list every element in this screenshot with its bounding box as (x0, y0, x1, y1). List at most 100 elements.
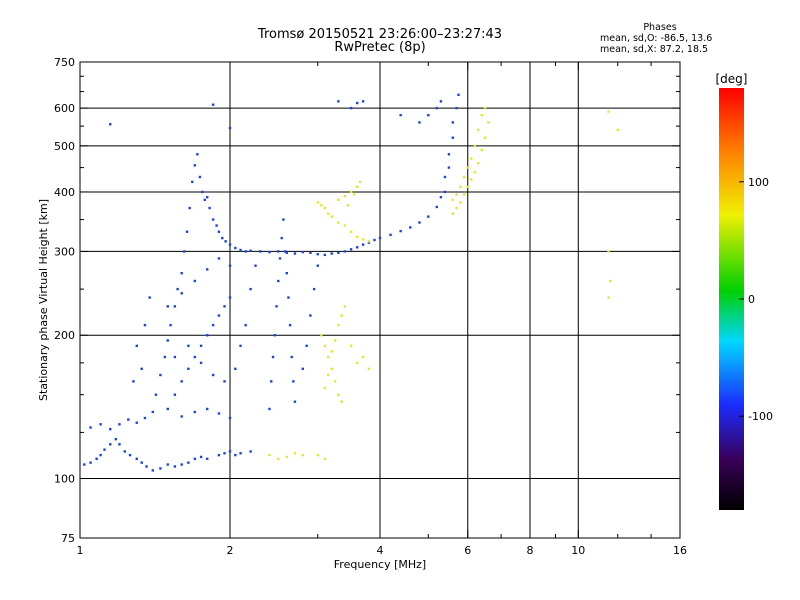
data-point (477, 161, 480, 165)
data-point (135, 457, 138, 461)
data-point (127, 418, 130, 421)
data-point (293, 400, 297, 403)
y-tick-label: 500 (54, 140, 75, 153)
data-point (462, 193, 466, 196)
data-point (349, 106, 353, 110)
data-point (330, 215, 333, 218)
chart-title: Tromsø 20150521 23:26:00–23:27:43 (257, 27, 503, 42)
data-point (473, 144, 477, 148)
data-point (180, 463, 183, 466)
data-point (282, 218, 285, 221)
data-point (616, 128, 619, 132)
data-point (187, 367, 190, 371)
data-point (211, 323, 215, 327)
data-point (290, 355, 293, 359)
data-point (361, 243, 365, 246)
data-point (301, 250, 305, 254)
data-point (143, 416, 147, 420)
phase-stats-title: Phases (643, 22, 677, 33)
data-point (466, 166, 469, 169)
data-point (140, 367, 143, 371)
chart-subtitle: RwPretec (8p) (334, 40, 426, 55)
data-point (173, 465, 177, 468)
data-point (228, 450, 232, 453)
x-tick-label: 8 (527, 544, 534, 557)
data-point (457, 93, 460, 96)
data-point (470, 157, 473, 160)
data-point (361, 100, 365, 103)
data-point (323, 457, 327, 461)
data-point (223, 452, 226, 455)
data-point (217, 230, 221, 233)
data-point (211, 373, 215, 377)
data-point (301, 453, 305, 457)
data-point (188, 206, 191, 210)
x-tick-label: 6 (464, 544, 471, 557)
data-point (288, 323, 292, 327)
data-point (224, 240, 227, 243)
data-point (455, 106, 458, 110)
data-point (228, 126, 232, 130)
data-point (205, 268, 209, 271)
data-point (173, 305, 177, 308)
data-point (277, 279, 280, 283)
data-point (169, 323, 172, 327)
data-point (143, 323, 147, 327)
data-point (123, 450, 126, 453)
colorbar-label: [deg] (716, 72, 748, 86)
data-point (361, 238, 365, 241)
data-point (166, 339, 169, 342)
data-point (373, 238, 376, 242)
data-point (135, 421, 138, 424)
data-point (358, 180, 362, 184)
data-point (349, 190, 353, 194)
data-point (268, 453, 271, 457)
data-point (455, 193, 458, 196)
data-point (439, 100, 443, 103)
data-point (343, 250, 347, 253)
data-point (145, 465, 148, 468)
data-point (327, 373, 330, 377)
y-tick-label: 600 (54, 102, 75, 115)
data-point (277, 457, 280, 461)
data-point (355, 101, 359, 105)
data-point (254, 264, 257, 267)
data-point (193, 164, 197, 167)
data-point (447, 153, 451, 156)
x-tick-label: 4 (377, 544, 384, 557)
data-point (180, 272, 183, 275)
data-point (340, 400, 343, 403)
data-point (435, 106, 438, 110)
data-point (163, 355, 167, 359)
data-point (217, 257, 221, 260)
data-point (176, 287, 179, 291)
data-point (148, 296, 151, 299)
y-tick-label: 400 (54, 186, 75, 199)
data-point (203, 198, 206, 202)
data-point (234, 453, 237, 457)
data-point (399, 229, 402, 233)
data-point (480, 148, 483, 152)
data-point (234, 367, 237, 371)
data-point (343, 224, 347, 227)
data-point (309, 314, 312, 317)
data-point (418, 121, 421, 124)
data-point (349, 230, 353, 233)
data-point (609, 279, 612, 283)
data-point (355, 361, 359, 365)
data-point (283, 250, 287, 253)
data-point (278, 257, 282, 260)
data-point (249, 450, 252, 453)
data-point (249, 249, 252, 252)
data-point (320, 334, 323, 337)
data-point (201, 190, 204, 194)
y-tick-label: 300 (54, 245, 75, 258)
data-point (191, 180, 194, 184)
data-point (132, 380, 135, 383)
data-point (99, 453, 102, 457)
y-tick-label: 200 (54, 329, 75, 342)
data-point (277, 250, 280, 253)
data-point (316, 201, 319, 204)
data-point (205, 334, 209, 337)
